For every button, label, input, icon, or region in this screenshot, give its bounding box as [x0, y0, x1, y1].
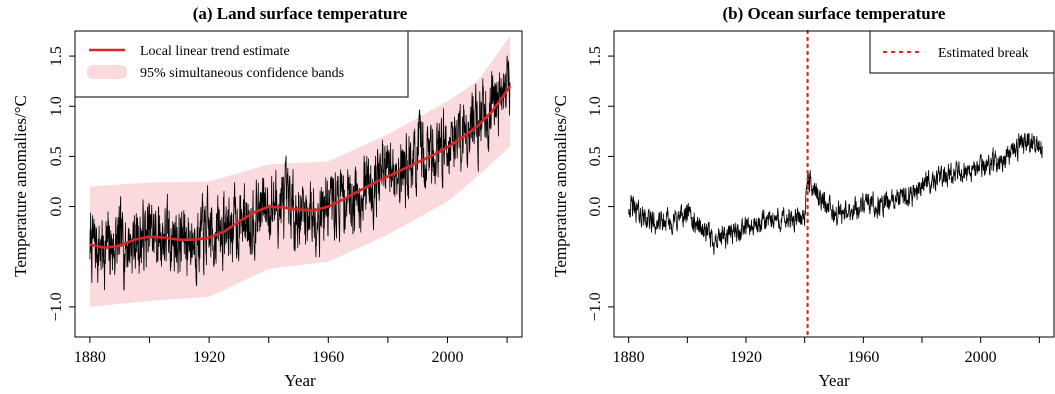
- y-tick-label: 1.0: [587, 96, 604, 116]
- y-tick-label: 0.5: [587, 146, 604, 166]
- y-tick-label: −1.0: [587, 292, 604, 321]
- axes: 1880 1920 1960 2000 −1.0 0.0 0.5 1.0 1.5: [48, 30, 523, 366]
- plot-area: [628, 29, 1043, 339]
- x-tick-label: 1920: [730, 349, 762, 366]
- legend: Local linear trend estimate 95% simultane…: [74, 30, 409, 98]
- y-tick-label: 0.0: [587, 197, 604, 217]
- y-axis-label: Temperature anomalies/°C: [551, 95, 570, 277]
- temperature-series-line: [628, 133, 1043, 255]
- x-axis-label: Year: [284, 371, 316, 390]
- y-tick-label: 1.5: [587, 46, 604, 66]
- x-tick-label: 1880: [74, 349, 106, 366]
- chart-title: (b) Ocean surface temperature: [723, 4, 946, 23]
- x-tick-label: 2000: [965, 349, 997, 366]
- plot-frame: [613, 30, 1055, 338]
- y-tick-label: 1.0: [48, 96, 65, 116]
- legend-label-break: Estimated break: [938, 46, 1029, 61]
- legend-label-band: 95% simultaneous confidence bands: [140, 66, 344, 81]
- trend-line: [89, 85, 512, 249]
- axes: 1880 1920 1960 2000 −1.0 0.0 0.5 1.0 1.5: [587, 30, 1055, 366]
- plot-area: [89, 36, 512, 307]
- x-tick-label: 1960: [312, 349, 344, 366]
- legend-box: [74, 30, 409, 98]
- legend-label-trend: Local linear trend estimate: [140, 44, 290, 59]
- x-tick-label: 1960: [847, 349, 879, 366]
- legend-swatch-band: [87, 65, 127, 79]
- chart-title: (a) Land surface temperature: [193, 4, 408, 23]
- y-tick-label: −1.0: [48, 292, 65, 321]
- y-axis-label: Temperature anomalies/°C: [11, 95, 30, 277]
- panel-ocean-surface-temperature: (b) Ocean surface temperature Temperatur…: [551, 4, 1055, 390]
- y-tick-label: 0.5: [48, 146, 65, 166]
- x-tick-label: 1880: [613, 349, 645, 366]
- x-axis-label: Year: [818, 371, 850, 390]
- y-tick-label: 0.0: [48, 197, 65, 217]
- panel-land-surface-temperature: (a) Land surface temperature Temperature…: [11, 4, 523, 390]
- x-tick-label: 1920: [193, 349, 225, 366]
- legend: Estimated break: [869, 30, 1055, 74]
- y-tick-label: 1.5: [48, 46, 65, 66]
- x-tick-label: 2000: [432, 349, 464, 366]
